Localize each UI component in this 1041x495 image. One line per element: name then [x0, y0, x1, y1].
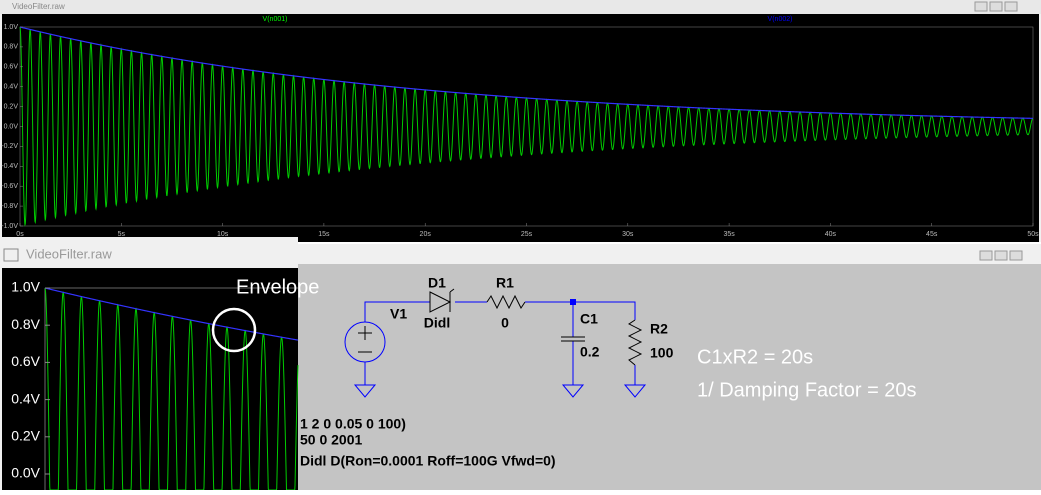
close-button[interactable] — [1004, 1, 1018, 12]
spice-directive: Didl D(Ron=0.0001 Roff=100G Vfwd=0) — [300, 453, 556, 469]
waveform — [19, 26, 1034, 227]
component-value: 100 — [650, 345, 674, 361]
x-tick-label: 10s — [217, 231, 229, 238]
y-tick-label: 0.8V — [11, 316, 40, 332]
window-icon — [3, 248, 19, 262]
note: C1xR2 = 20s — [697, 346, 813, 368]
x-tick-label: 50s — [1027, 231, 1039, 238]
title-bar — [0, 0, 1041, 14]
diode — [429, 288, 455, 313]
y-tick-label: 0.4V — [11, 390, 40, 406]
y-tick-label: 0.2V — [11, 428, 40, 444]
component-value: 0 — [501, 315, 509, 331]
ground — [353, 384, 647, 398]
y-tick-label: -0.4V — [1, 163, 18, 170]
x-tick-label: 35s — [723, 231, 735, 238]
annotation: Envelope — [236, 276, 319, 298]
y-tick-label: -0.6V — [1, 183, 18, 190]
window-title: VideoFilter.raw — [12, 2, 65, 11]
maximize-button[interactable] — [989, 1, 1003, 12]
component-name: V1 — [390, 306, 407, 322]
x-tick-label: 40s — [825, 231, 837, 238]
minimize-button[interactable] — [979, 250, 993, 261]
component-value: Didl — [424, 315, 450, 331]
note: 1/ Damping Factor = 20s — [697, 379, 917, 401]
circuit — [344, 288, 647, 398]
window-title: VideoFilter.raw — [26, 246, 112, 261]
minimize-button[interactable] — [974, 1, 988, 12]
capacitor — [561, 336, 585, 342]
trace-label: V(n002) — [768, 16, 793, 23]
trace-label: V(n001) — [263, 16, 288, 23]
y-tick-label: -0.8V — [1, 203, 18, 210]
component-value: 0.2 — [580, 344, 600, 360]
y-tick-label: 0.6V — [11, 353, 40, 369]
node — [570, 299, 576, 305]
y-tick-label: 0.4V — [4, 84, 19, 91]
y-tick-label: 1.0V — [4, 24, 19, 31]
y-tick-label: 0.8V — [4, 44, 19, 51]
x-tick-label: 20s — [420, 231, 432, 238]
x-tick-label: 0s — [16, 231, 24, 238]
y-tick-label: -1.0V — [1, 223, 18, 230]
x-tick-label: 15s — [318, 231, 330, 238]
resistor — [486, 294, 526, 310]
y-tick-label: 0.2V — [4, 103, 19, 110]
maximize-button[interactable] — [994, 250, 1008, 261]
component-name: C1 — [580, 311, 598, 327]
component-name: R1 — [496, 275, 514, 291]
annotation-circle — [211, 307, 257, 353]
wire — [364, 301, 636, 385]
spice-directive: 1 2 0 0.05 0 100) — [300, 416, 406, 432]
x-tick-label: 30s — [622, 231, 634, 238]
y-tick-label: 1.0V — [11, 279, 40, 295]
close-button[interactable] — [1009, 250, 1023, 261]
spice-directive: 50 0 2001 — [300, 432, 362, 448]
component-name: D1 — [428, 275, 446, 291]
y-tick-label: -0.2V — [1, 143, 18, 150]
y-tick-label: 0.0V — [11, 465, 40, 481]
y-tick-label: 0.6V — [4, 64, 19, 71]
y-tick-label: 0.0V — [4, 123, 19, 130]
resistor — [627, 319, 643, 366]
x-tick-label: 25s — [521, 231, 533, 238]
x-tick-label: 45s — [926, 231, 938, 238]
x-tick-label: 5s — [118, 231, 126, 238]
source-sign — [358, 326, 372, 353]
envelope-trace — [19, 26, 1033, 119]
component-name: R2 — [650, 321, 668, 337]
